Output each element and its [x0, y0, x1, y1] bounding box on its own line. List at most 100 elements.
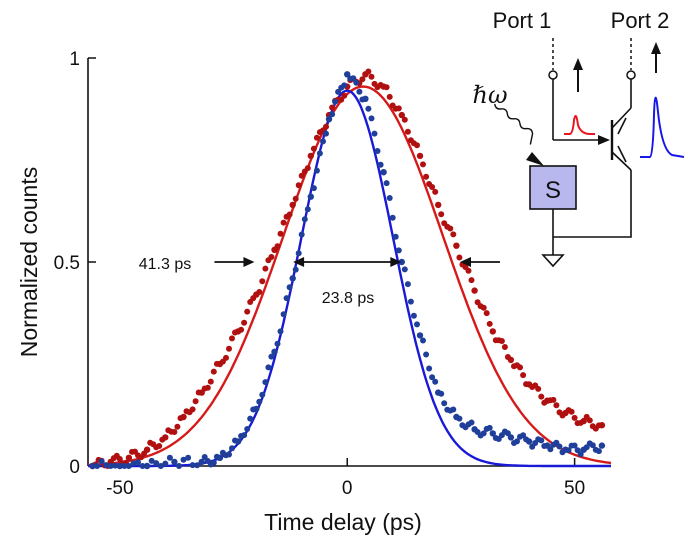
data-point-1: [577, 451, 584, 458]
data-point-1: [292, 266, 299, 273]
data-point-1: [166, 454, 173, 461]
data-point-0: [268, 254, 275, 260]
photon-arrowhead: [526, 152, 544, 166]
data-point-0: [520, 372, 527, 379]
data-point-0: [416, 152, 424, 160]
port2-pulse-icon: [640, 96, 685, 158]
data-point-1: [307, 193, 314, 200]
amplifier-symbol: [610, 107, 632, 171]
data-point-1: [344, 71, 351, 78]
data-point-1: [426, 365, 433, 372]
data-point-0: [298, 172, 305, 179]
data-point-0: [386, 93, 393, 100]
data-point-0: [538, 393, 545, 400]
data-point-1: [438, 390, 445, 397]
data-point-1: [341, 82, 348, 89]
data-point-1: [268, 353, 275, 360]
data-point-1: [210, 459, 217, 466]
data-point-0: [568, 408, 575, 415]
data-point-1: [135, 459, 141, 466]
data-point-1: [450, 406, 457, 413]
data-point-1: [547, 446, 554, 453]
data-point-1: [121, 463, 128, 469]
data-point-1: [265, 364, 272, 371]
data-point-0: [450, 231, 457, 238]
data-point-0: [577, 419, 584, 426]
data-point-0: [156, 443, 163, 449]
port2-terminal: [626, 70, 636, 80]
data-point-1: [392, 233, 399, 240]
data-point-1: [377, 161, 384, 168]
data-point-1: [139, 463, 146, 469]
data-point-0: [368, 73, 375, 80]
data-point-0: [586, 417, 593, 424]
data-point-0: [541, 399, 548, 406]
circuit-inset: Port 1 Port 2: [472, 8, 685, 268]
data-point-1: [371, 130, 378, 137]
data-point-1: [368, 115, 375, 122]
data-point-0: [420, 161, 426, 168]
data-point-1: [280, 311, 287, 318]
data-point-0: [483, 310, 490, 317]
port2-output-arrow: [651, 42, 661, 73]
data-point-0: [486, 320, 493, 327]
data-point-0: [207, 378, 214, 385]
amplifier-input-arrowhead: [598, 135, 610, 145]
data-point-1: [316, 150, 323, 157]
data-point-0: [286, 211, 293, 218]
data-point-0: [468, 277, 475, 284]
port1-terminal: [548, 70, 558, 80]
data-point-1: [559, 449, 566, 456]
data-point-1: [94, 463, 101, 469]
data-point-0: [277, 230, 284, 237]
x-tick-label: 50: [564, 478, 585, 499]
data-point-1: [247, 415, 254, 422]
data-point-0: [213, 360, 220, 367]
data-point-1: [148, 457, 155, 464]
data-point-0: [523, 381, 530, 388]
photon-label: ℏω: [472, 81, 507, 109]
data-point-0: [453, 242, 460, 249]
data-point-0: [401, 116, 408, 123]
data-point-0: [489, 328, 496, 335]
y-tick-label: 0.5: [54, 253, 80, 274]
data-point-0: [262, 265, 269, 272]
x-tick-label: 0: [342, 478, 353, 499]
data-point-1: [541, 443, 548, 449]
data-point-1: [153, 460, 160, 467]
data-point-1: [244, 426, 251, 432]
data-point-1: [489, 430, 496, 437]
data-point-0: [174, 423, 181, 430]
data-point-1: [420, 337, 426, 344]
data-point-0: [438, 211, 445, 218]
x-axis-title: Time delay (ps): [264, 509, 422, 535]
data-point-0: [289, 201, 296, 209]
data-point-1: [395, 247, 402, 254]
data-point-1: [486, 424, 493, 431]
data-point-1: [277, 328, 284, 335]
data-point-0: [383, 84, 390, 91]
fwhm-blue-right-head: [390, 257, 402, 267]
data-point-0: [259, 278, 266, 285]
fwhm-blue-label: 23.8 ps: [322, 290, 374, 307]
data-point-1: [365, 105, 372, 112]
data-point-0: [501, 344, 508, 350]
data-point-1: [374, 148, 381, 154]
data-point-0: [465, 267, 472, 274]
data-point-0: [329, 104, 336, 111]
data-point-1: [232, 437, 238, 444]
data-point-0: [559, 412, 566, 419]
data-point-1: [383, 180, 390, 187]
data-point-1: [189, 462, 196, 469]
data-point-1: [423, 351, 430, 358]
data-point-0: [456, 254, 463, 261]
data-point-0: [395, 105, 402, 112]
data-point-1: [538, 437, 545, 444]
ground-symbol: [541, 254, 565, 268]
fwhm-annotations: 41.3 ps 23.8 ps: [139, 256, 501, 307]
data-point-0: [141, 450, 148, 457]
data-point-0: [295, 182, 302, 189]
fwhm-red-label: 41.3 ps: [139, 256, 191, 273]
data-point-0: [553, 402, 560, 409]
data-point-1: [441, 400, 448, 407]
